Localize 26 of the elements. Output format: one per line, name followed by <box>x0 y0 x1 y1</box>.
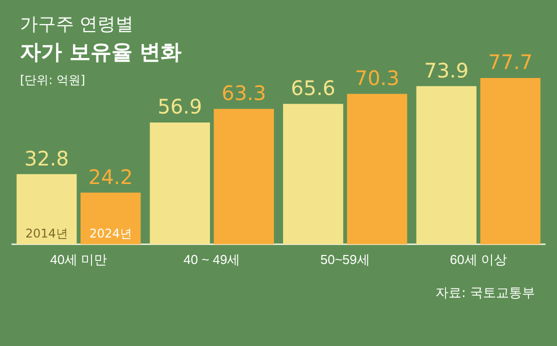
x-tick-label: 40세 미만 <box>50 252 108 267</box>
x-tick-label: 50~59세 <box>320 252 370 267</box>
series-label: 2024년 <box>89 226 132 241</box>
data-label: 65.6 <box>290 76 336 100</box>
data-label: 24.2 <box>88 164 133 189</box>
bar <box>416 86 476 244</box>
bar <box>16 174 77 244</box>
bar <box>283 104 344 244</box>
x-tick-label: 60세 이상 <box>450 252 507 267</box>
chart-title: 가구주 연령별 <box>20 13 134 36</box>
bar <box>80 192 141 244</box>
bar <box>214 108 274 244</box>
data-label: 56.9 <box>158 94 202 119</box>
bar <box>347 94 408 244</box>
data-label: 77.7 <box>488 50 533 74</box>
x-tick-label: 40 ~ 49세 <box>184 252 240 267</box>
data-label: 73.9 <box>424 58 469 82</box>
bar <box>150 122 210 244</box>
chart-subtitle: 자가 보유율 변화 <box>20 39 182 66</box>
data-label: 63.3 <box>222 81 266 106</box>
annotation: [단위: 억원] <box>20 72 86 89</box>
series-label: 2014년 <box>25 226 68 241</box>
bar <box>480 78 540 244</box>
data-label: 32.8 <box>24 146 69 170</box>
data-label: 70.3 <box>354 66 400 90</box>
text: 자료: 국토교통부 <box>435 285 535 302</box>
